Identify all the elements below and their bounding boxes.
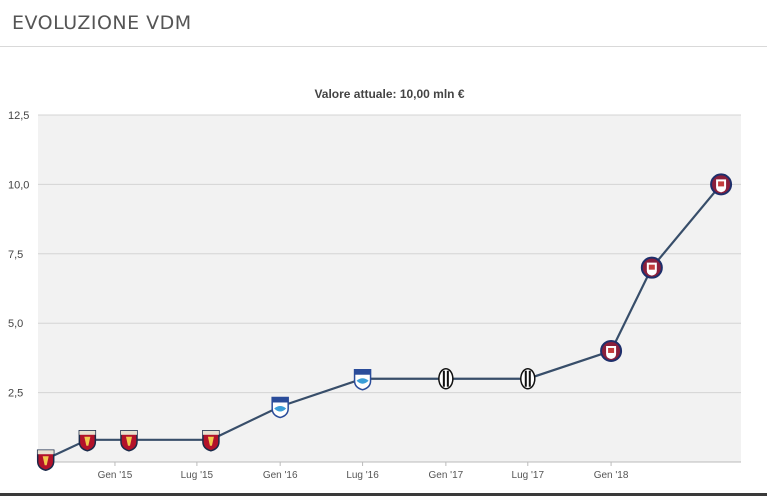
genoa-crest-icon[interactable] <box>202 430 220 452</box>
section-title: EVOLUZIONE VDM <box>12 12 192 34</box>
genoa-crest-icon[interactable] <box>78 430 97 452</box>
pescara-crest-icon[interactable] <box>353 368 372 391</box>
x-tick-label: Gen '15 <box>98 470 133 481</box>
x-tick-label: Lug '16 <box>346 470 379 481</box>
x-tick-label: Gen '16 <box>263 470 298 481</box>
section-header: EVOLUZIONE VDM <box>0 0 767 47</box>
y-tick-label: 7,5 <box>8 249 23 261</box>
x-tick-label: Gen '17 <box>428 470 463 481</box>
chart-svg: Valore attuale: 10,00 mln € 2,5 5,0 7,5 10,… <box>8 87 741 481</box>
pescara-crest-icon[interactable] <box>271 396 289 419</box>
chart-title: Valore attuale: 10,00 mln € <box>314 87 464 101</box>
x-tick-label: Lug '15 <box>181 470 214 481</box>
crotone-crest-icon[interactable] <box>710 173 733 196</box>
juventus-crest-icon[interactable] <box>438 367 454 390</box>
crotone-crest-icon[interactable] <box>600 339 623 362</box>
y-tick-label: 5,0 <box>8 318 23 330</box>
juventus-crest-icon[interactable] <box>520 367 536 390</box>
crotone-crest-icon[interactable] <box>640 256 663 279</box>
market-value-chart: Valore attuale: 10,00 mln € 2,5 5,0 7,5 10,… <box>0 70 767 490</box>
y-tick-label: 12,5 <box>8 110 29 122</box>
genoa-crest-icon[interactable] <box>120 430 138 452</box>
plot-background <box>38 115 741 462</box>
x-tick-label: Gen '18 <box>594 470 629 481</box>
genoa-crest-icon[interactable] <box>36 449 55 471</box>
y-tick-label: 10,0 <box>8 179 29 191</box>
bottom-divider <box>0 493 767 496</box>
x-tick-label: Lug '17 <box>512 470 545 481</box>
y-tick-label: 2,5 <box>8 388 23 400</box>
